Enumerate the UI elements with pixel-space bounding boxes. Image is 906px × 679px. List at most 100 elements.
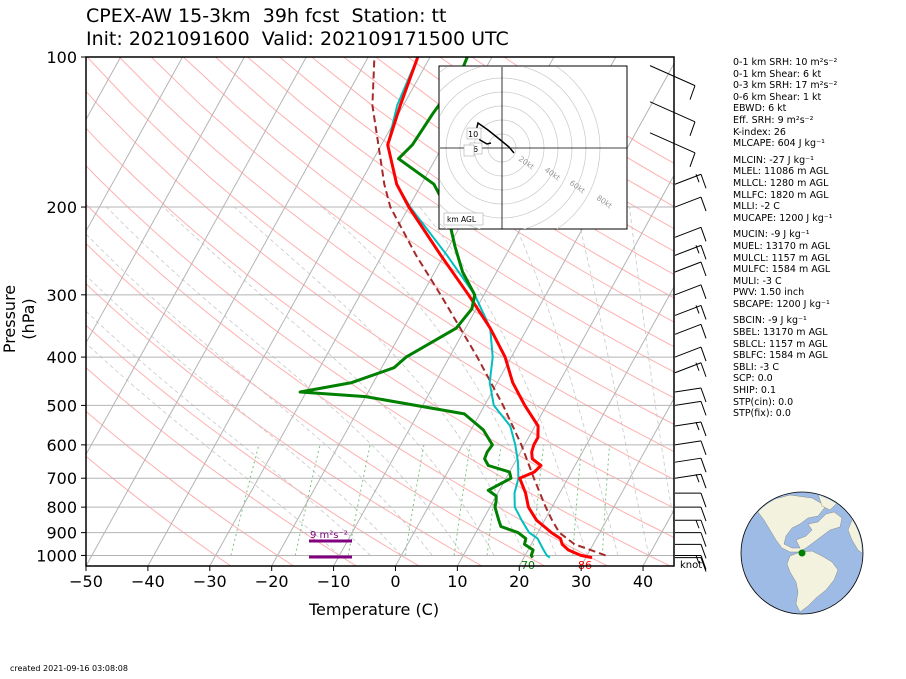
stat-line: SBLI: -3 C [733,362,837,374]
stat-line: 0-1 km SRH: 10 m²s⁻² [733,57,837,69]
wind-barb-shaft [675,197,701,207]
stat-line: MUCIN: -9 J kg⁻¹ [733,229,837,241]
created-timestamp: created 2021-09-16 03:08:08 [10,664,128,673]
wind-barb-flag [690,153,695,167]
stat-line: STP(fix): 0.0 [733,408,837,420]
wind-barb-shaft [675,458,701,462]
hodograph-height-label: 3 [465,149,469,156]
x-tick-label: 0 [390,572,400,591]
stat-line: SCP: 0.0 [733,373,837,385]
stat-line: MLEL: 11086 m AGL [733,166,837,178]
barb-unit-label: knot [680,560,702,571]
x-tick-label: −20 [255,572,289,591]
wind-barb-flag [701,324,706,338]
wind-barb-shaft [675,174,701,184]
stat-line: SBEL: 13170 m AGL [733,327,837,339]
wind-barb-flag [701,533,706,547]
stat-line: SBCIN: -9 J kg⁻¹ [733,315,837,327]
wind-barb-flag [701,458,706,472]
wind-barb-shaft [675,441,701,445]
stat-line: 0-6 km Shear: 1 kt [733,92,837,104]
y-tick-label: 100 [46,48,77,67]
wind-barb-shaft [675,262,701,272]
x-tick-label: 30 [571,572,591,591]
stat-line: K-index: 26 [733,127,837,139]
wind-barb-flag [701,520,706,534]
stat-line: PWV: 1.50 inch [733,287,837,299]
y-tick-label: 200 [46,198,77,217]
wind-barb-flag [701,363,706,377]
wind-barb-shaft [675,347,701,357]
stat-line: EBWD: 6 kt [733,103,837,115]
stat-line: SBLFC: 1584 m AGL [733,350,837,362]
wind-barb-flag [701,401,706,415]
y-tick-label: 800 [46,498,77,517]
x-tick-label: 40 [633,572,653,591]
srh-label: 9 m²s⁻² [310,530,348,541]
wind-barb-flag [701,474,706,488]
x-tick-label: 10 [447,572,467,591]
stat-line: MLLCL: 1280 m AGL [733,178,837,190]
wind-barb-flag [696,422,699,430]
wind-barb-flag [701,441,706,455]
y-tick-label: 600 [46,436,77,455]
wind-barb-flag [701,262,706,276]
x-tick-label: −40 [131,572,165,591]
x-tick-label: −10 [317,572,351,591]
y-tick-label: 400 [46,348,77,367]
wind-barb-flag [696,474,699,482]
wind-barb-flag [701,227,706,241]
x-tick-label: 20 [509,572,529,591]
y-tick-label: 900 [46,524,77,543]
wind-barb-flag [701,422,706,436]
wind-barb-shaft [675,363,701,373]
wind-barb-shaft [675,245,701,255]
stat-line: MLCAPE: 604 J kg⁻¹ [733,138,837,150]
stat-line: SHIP: 0.1 [733,385,837,397]
wind-barb-shaft [675,401,701,405]
wind-barb-flag [690,122,695,136]
station-marker [799,550,806,557]
wind-barb-shaft [675,227,701,237]
wind-barb-flag [701,388,706,402]
wind-barb-flag [690,86,695,100]
wind-barb-shaft [675,285,701,295]
wind-barb-flag [701,305,706,319]
wind-barb-flag [701,347,706,361]
stat-line: 0-1 km Shear: 6 kt [733,69,837,81]
hodograph-legend: km AGL [447,215,477,224]
wind-barb-flag [701,507,706,521]
stat-line: MLLI: -2 C [733,201,837,213]
stat-line: MUEL: 13170 m AGL [733,241,837,253]
y-tick-label: 500 [46,396,77,415]
sounding-indices-panel: 0-1 km SRH: 10 m²s⁻² 0-1 km Shear: 6 kt … [733,57,837,420]
wind-barb-flag [701,174,706,188]
stat-line: STP(cin): 0.0 [733,397,837,409]
stat-line: MLCIN: -27 J kg⁻¹ [733,155,837,167]
location-globe [741,492,866,614]
chart-title: CPEX-AW 15-3km 39h fcst Station: tt [86,5,446,27]
wind-barb-flag [701,285,706,299]
chart-subtitle: Init: 2021091600 Valid: 202109171500 UTC [86,28,509,50]
stat-line: Eff. SRH: 9 m²s⁻² [733,115,837,127]
wind-barb-shaft [675,305,701,315]
y-axis-label: Pressure (hPa) [0,264,38,374]
stat-line: MLLFC: 1820 m AGL [733,190,837,202]
stat-line: SBCAPE: 1200 J kg⁻¹ [733,299,837,311]
x-axis-label: Temperature (C) [309,600,439,619]
stat-line: MULCL: 1157 m AGL [733,253,837,265]
y-tick-label: 1000 [36,546,77,565]
wind-barb-shaft [675,388,701,392]
hodograph-height-label: 10 [468,130,478,139]
stat-line: MULI: -3 C [733,276,837,288]
stat-line: SBLCL: 1157 m AGL [733,339,837,351]
wind-barb-flag [701,197,706,211]
stat-line: 0-3 km SRH: 17 m²s⁻² [733,80,837,92]
y-tick-label: 300 [46,286,77,305]
wind-barb-flag [701,245,706,259]
x-tick-label: −50 [69,572,103,591]
wind-barb-flag [701,493,706,507]
